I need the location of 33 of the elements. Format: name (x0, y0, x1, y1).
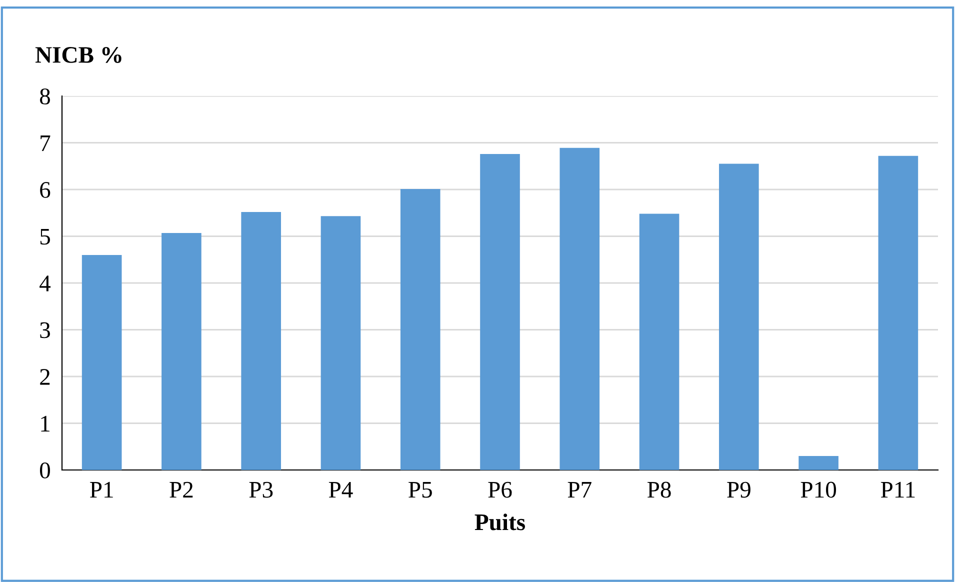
x-tick-label: P7 (568, 482, 592, 498)
bar (241, 212, 281, 470)
x-axis-title: Puits (474, 514, 526, 530)
bar (320, 216, 361, 470)
bar (878, 156, 918, 470)
y-tick-label: 4 (40, 276, 51, 292)
bar (560, 148, 600, 470)
y-tick-label: 0 (40, 462, 50, 478)
bar (480, 154, 520, 470)
x-tick-label: P3 (249, 482, 273, 498)
y-tick-label: 5 (40, 228, 50, 245)
x-tick-label: P4 (328, 482, 353, 498)
x-tick-label: P10 (800, 482, 836, 498)
y-tick-label: 7 (40, 135, 50, 151)
x-tick-label: P6 (488, 482, 512, 498)
x-tick-label: P5 (408, 482, 432, 498)
y-tick-label: 1 (41, 416, 50, 432)
x-tick-label: P8 (647, 482, 671, 498)
bar (82, 254, 122, 470)
bar (400, 189, 440, 470)
y-tick-label: 8 (40, 88, 50, 104)
x-tick-label: P2 (170, 482, 193, 498)
x-tick-label: P9 (727, 482, 750, 498)
y-tick-label: 3 (40, 322, 50, 338)
bar (719, 164, 759, 470)
x-tick-label: P11 (880, 482, 915, 498)
bar (162, 232, 202, 470)
y-tick-label: 6 (40, 182, 50, 198)
x-tick-label: P1 (90, 482, 113, 498)
y-axis-title: NICB % (35, 46, 122, 63)
y-tick-label: 2 (40, 369, 50, 385)
bar (639, 214, 680, 470)
bar (798, 456, 838, 470)
